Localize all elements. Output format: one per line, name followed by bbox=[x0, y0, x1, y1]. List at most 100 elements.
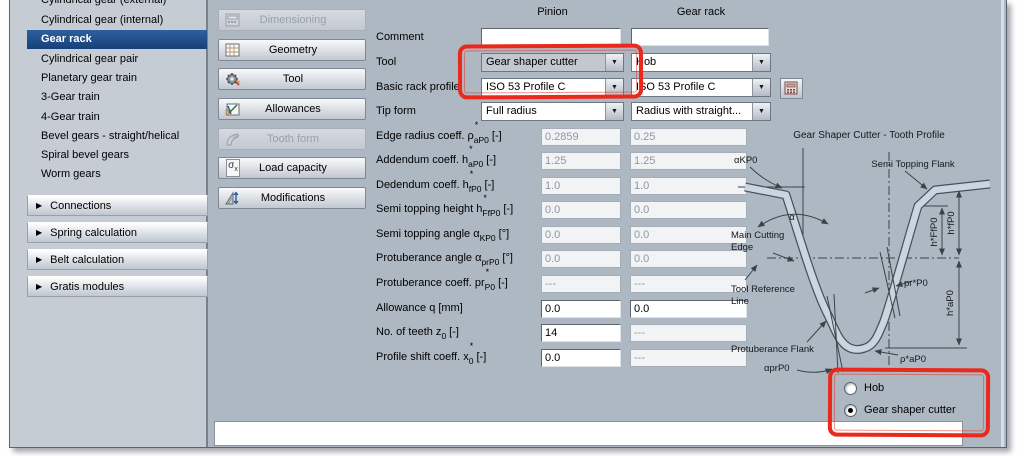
profile-shift-gear-rack-input bbox=[630, 349, 747, 367]
semi-topping-angle-label: Semi topping angle α KP0 [°] bbox=[376, 228, 510, 243]
h-fp0-label: h*fP0 bbox=[946, 211, 957, 234]
module-tree-sidebar: Cylindrical gear (external) Cylindrical … bbox=[10, 0, 208, 447]
sidebar-section-belt-calculation[interactable]: ▶ Belt calculation bbox=[27, 249, 208, 270]
chevron-down-icon[interactable]: ▼ bbox=[752, 54, 770, 71]
tooth-form-label: Tooth form bbox=[267, 133, 319, 145]
no-of-teeth-pinion-input[interactable] bbox=[541, 324, 621, 342]
section-label: Gratis modules bbox=[50, 281, 125, 293]
dedendum-label: Dedendum coeff. h * fP0 [-] bbox=[376, 169, 495, 194]
sidebar-item-gear-rack[interactable]: Gear rack bbox=[27, 30, 207, 49]
tool-label: Tool bbox=[282, 73, 304, 85]
edge-radius-pinion-input bbox=[541, 128, 621, 146]
protuberance-angle-pinion-input bbox=[541, 250, 621, 268]
comment-pinion-input[interactable] bbox=[481, 28, 621, 46]
gear-shaper-cutter-radio-label: Gear shaper cutter bbox=[864, 404, 956, 416]
addendum-gear-rack-input bbox=[630, 152, 747, 170]
sidebar-item-spiral-bevel-gears[interactable]: Spiral bevel gears bbox=[41, 149, 130, 161]
sidebar-section-gratis-modules[interactable]: ▶ Gratis modules bbox=[27, 276, 208, 297]
sidebar-item-4-gear-train[interactable]: 4-Gear train bbox=[41, 111, 100, 123]
section-label: Connections bbox=[50, 200, 112, 212]
tool-row-label: Tool bbox=[376, 56, 397, 68]
chevron-down-icon[interactable]: ▼ bbox=[605, 103, 623, 120]
allowance-gear-rack-input[interactable] bbox=[630, 300, 747, 318]
edge-radius-label: Edge radius coeff. ρ * aP0 [-] bbox=[376, 120, 502, 145]
profile-shift-label: Profile shift coeff. x * 0 [-] bbox=[376, 341, 487, 366]
tip-form-gear-rack-dropdown[interactable]: Radius with straight... ▼ bbox=[631, 102, 771, 121]
tooth-form-icon bbox=[223, 131, 243, 147]
tip-form-label: Tip form bbox=[376, 105, 416, 117]
sidebar-item-3-gear-train[interactable]: 3-Gear train bbox=[41, 91, 100, 103]
basic-rack-profile-pinion-dropdown[interactable]: ISO 53 Profile C ▼ bbox=[481, 78, 624, 97]
semi-topping-angle-gear-rack-input bbox=[630, 226, 747, 244]
protuberance-coeff-gear-rack-input bbox=[630, 275, 747, 293]
profile-shift-pinion-input[interactable] bbox=[541, 349, 621, 367]
chevron-down-icon[interactable]: ▼ bbox=[605, 54, 623, 71]
sidebar-item-worm-gears[interactable]: Worm gears bbox=[41, 168, 101, 180]
dedendum-pinion-input bbox=[541, 177, 621, 195]
comment-gear-rack-input[interactable] bbox=[631, 28, 769, 46]
main-cutting-edge-label-1: Main Cutting bbox=[731, 230, 784, 241]
geometry-button[interactable]: Geometry bbox=[218, 39, 366, 61]
allowance-pinion-input[interactable] bbox=[541, 300, 621, 318]
tip-form-pinion-dropdown[interactable]: Full radius ▼ bbox=[481, 102, 624, 121]
dedendum-gear-rack-input bbox=[630, 177, 747, 195]
chevron-right-icon: ▶ bbox=[36, 282, 43, 291]
sigma-glyph: σ bbox=[228, 160, 235, 171]
semi-topping-height-pinion-input bbox=[541, 201, 621, 219]
tip-form-pinion-value: Full radius bbox=[486, 105, 537, 117]
basic-rack-profile-gear-rack-value: ISO 53 Profile C bbox=[636, 81, 716, 93]
dimensioning-calculator-icon bbox=[223, 12, 243, 28]
allowances-button[interactable]: Allowances bbox=[218, 98, 366, 120]
dimensioning-button: Dimensioning bbox=[218, 9, 366, 31]
alpha-label: α bbox=[789, 212, 795, 223]
h-ffp0-label: h*FfP0 bbox=[929, 217, 940, 246]
protuberance-flank-label: Protuberance Flank bbox=[731, 344, 814, 355]
sidebar-section-connections[interactable]: ▶ Connections bbox=[27, 195, 208, 216]
basic-rack-profile-gear-rack-dropdown[interactable]: ISO 53 Profile C ▼ bbox=[631, 78, 771, 97]
sidebar-item-cylindrical-gear-external[interactable]: Cylindrical gear (external) bbox=[41, 0, 167, 6]
gear-shaper-cutter-radio[interactable] bbox=[844, 404, 857, 417]
application-window: Cylindrical gear (external) Cylindrical … bbox=[9, 0, 1007, 448]
h-ap0-label: h*aP0 bbox=[945, 290, 956, 316]
sidebar-item-cylindrical-gear-internal[interactable]: Cylindrical gear (internal) bbox=[41, 14, 164, 26]
no-of-teeth-gear-rack-input bbox=[630, 324, 747, 342]
semi-topping-angle-pinion-input bbox=[541, 226, 621, 244]
tool-gear-rack-value: Hob bbox=[636, 56, 657, 68]
section-label: Belt calculation bbox=[50, 254, 125, 266]
tooth-form-button: Tooth form bbox=[218, 128, 366, 150]
protuberance-angle-gear-rack-input bbox=[630, 250, 747, 268]
chevron-down-icon[interactable]: ▼ bbox=[752, 79, 770, 96]
load-capacity-button[interactable]: σx Load capacity bbox=[218, 157, 366, 179]
tool-gear-rack-dropdown[interactable]: Hob ▼ bbox=[631, 53, 771, 72]
sidebar-section-spring-calculation[interactable]: ▶ Spring calculation bbox=[27, 222, 208, 243]
diagram-title: Gear Shaper Cutter - Tooth Profile bbox=[793, 130, 945, 141]
tool-button[interactable]: Tool bbox=[218, 68, 366, 90]
chevron-right-icon: ▶ bbox=[36, 255, 43, 264]
alpha-kp0-label: αKP0 bbox=[734, 155, 757, 166]
modifications-icon bbox=[223, 190, 243, 206]
sidebar-item-planetary-gear-train[interactable]: Planetary gear train bbox=[41, 72, 137, 84]
modifications-label: Modifications bbox=[260, 192, 326, 204]
sidebar-item-cylindrical-gear-pair[interactable]: Cylindrical gear pair bbox=[41, 53, 139, 65]
chevron-right-icon: ▶ bbox=[36, 201, 43, 210]
rack-profile-calculator-button[interactable] bbox=[780, 78, 803, 99]
semi-topping-flank-label: Semi Topping Flank bbox=[871, 159, 955, 170]
sidebar-item-bevel-gears[interactable]: Bevel gears - straight/helical bbox=[41, 130, 180, 142]
basic-rack-profile-label: Basic rack profile bbox=[376, 81, 460, 93]
semi-topping-height-gear-rack-input bbox=[630, 201, 747, 219]
no-of-teeth-label: No. of teeth z 0 [-] bbox=[376, 326, 459, 341]
semi-topping-height-label: Semi topping height h * FfP0 [-] bbox=[376, 193, 514, 218]
allowances-icon bbox=[223, 101, 243, 117]
chevron-right-icon: ▶ bbox=[36, 228, 43, 237]
hob-radio[interactable] bbox=[844, 382, 857, 395]
chevron-down-icon[interactable]: ▼ bbox=[605, 79, 623, 96]
dimensioning-label: Dimensioning bbox=[259, 14, 327, 26]
load-capacity-label: Load capacity bbox=[259, 162, 327, 174]
tool-pinion-dropdown[interactable]: Gear shaper cutter ▼ bbox=[481, 53, 624, 72]
protuberance-coeff-label: Protuberance coeff. pr * P0 [-] bbox=[376, 267, 508, 292]
pinion-column-header: Pinion bbox=[537, 6, 568, 18]
addendum-label: Addendum coeff. h * aP0 [-] bbox=[376, 144, 497, 169]
pr-p0-label: pr*P0 bbox=[904, 278, 928, 289]
modifications-button[interactable]: Modifications bbox=[218, 187, 366, 209]
chevron-down-icon[interactable]: ▼ bbox=[752, 103, 770, 120]
